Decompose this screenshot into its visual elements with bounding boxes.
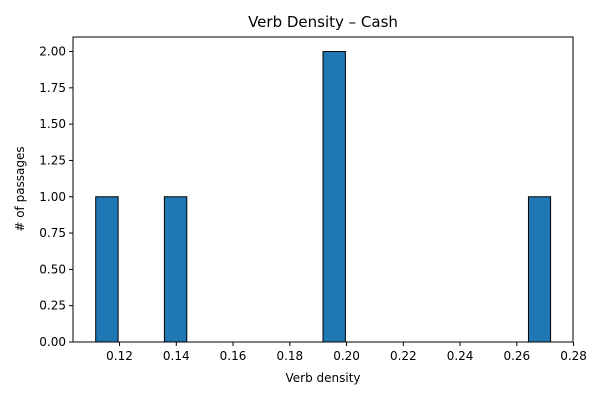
chart-title: Verb Density – Cash — [248, 13, 398, 31]
y-tick-label: 0.50 — [39, 262, 66, 276]
y-tick-label: 2.00 — [39, 45, 66, 59]
plot-area — [95, 51, 552, 343]
histogram-bar-2 — [163, 196, 188, 343]
histogram-bar-1 — [95, 196, 119, 343]
x-tick-label: 0.12 — [106, 349, 133, 363]
y-tick-label: 1.00 — [39, 190, 66, 204]
x-tick-label: 0.16 — [220, 349, 247, 363]
y-tick-label: 0.00 — [39, 335, 66, 349]
y-tick-label: 1.25 — [39, 153, 66, 167]
x-tick-label: 0.26 — [503, 349, 530, 363]
histogram-bar-3 — [322, 51, 346, 343]
x-tick-label: 0.22 — [390, 349, 417, 363]
y-tick-label: 0.25 — [39, 299, 66, 313]
histogram-bar-4 — [527, 196, 552, 343]
x-tick-label: 0.24 — [447, 349, 474, 363]
y-tick-label: 0.75 — [39, 226, 66, 240]
y-axis: 0.00 0.25 0.50 0.75 1.00 1.25 1.50 1.75 2.00 — [39, 45, 73, 349]
x-tick-label: 0.28 — [560, 349, 587, 363]
plot-frame — [72, 36, 574, 343]
x-tick-label: 0.20 — [333, 349, 360, 363]
x-tick-label: 0.18 — [276, 349, 303, 363]
y-tick-label: 1.50 — [39, 117, 66, 131]
x-tick-label: 0.14 — [163, 349, 190, 363]
y-tick-label: 1.75 — [39, 81, 66, 95]
y-axis-label: # of passages — [13, 146, 27, 231]
x-axis: 0.12 0.14 0.16 0.18 0.20 0.22 0.24 0.26 0.28 — [106, 342, 587, 363]
x-axis-label: Verb density — [285, 371, 360, 385]
